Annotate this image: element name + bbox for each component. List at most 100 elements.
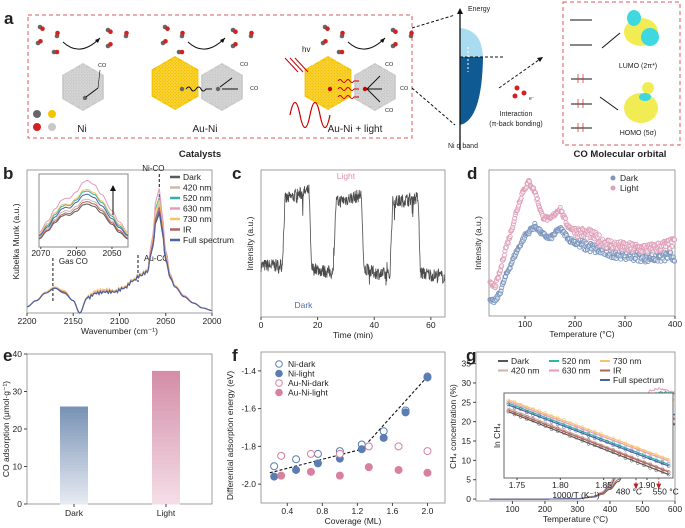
atom-dot [384, 74, 388, 78]
atom-dot [315, 99, 319, 103]
oxygen-atom [249, 30, 254, 36]
atom-dot [162, 76, 166, 80]
dband-label: Ni d band [448, 143, 478, 150]
arrhenius-point [660, 457, 665, 462]
atom-dot [92, 80, 96, 84]
y-tick-label: 30 [13, 387, 23, 397]
bar-dark [60, 442, 88, 446]
atom-dot [79, 80, 83, 84]
atom-dot [79, 77, 83, 81]
bar-light [152, 410, 180, 416]
atom-dot [334, 92, 338, 96]
atom-dot [172, 64, 176, 68]
y-axis-label: Intensity (a.u.) [245, 216, 255, 270]
atom-dot [231, 74, 235, 78]
atom-dot [231, 90, 235, 94]
bar-dark [60, 491, 88, 495]
arrhenius-point [537, 409, 541, 413]
atom-dot [315, 70, 319, 74]
atom-dot [188, 73, 192, 77]
y-axis-label: Kubelka Munk (a.u.) [11, 203, 21, 279]
atom-dot [387, 96, 391, 100]
atom-dot [328, 96, 332, 100]
atom-dot [202, 87, 206, 91]
arrhenius-point [666, 458, 671, 462]
atom-dot [165, 70, 169, 74]
trend-line [269, 376, 428, 474]
atom-dot [309, 67, 313, 71]
atom-dot [191, 76, 195, 80]
data-point-ni-light [292, 465, 301, 474]
inset-x-tick-label: 2070 [31, 248, 50, 258]
atom-dot [218, 74, 222, 78]
atom-dot [375, 90, 379, 94]
atom-dot [337, 64, 341, 68]
arrhenius-point [549, 420, 554, 424]
panel-label-b: b [3, 164, 13, 183]
atom-dot [202, 93, 206, 97]
atom-dot [175, 64, 179, 68]
atom-dot [212, 90, 216, 94]
arrhenius-point [518, 413, 523, 417]
x-tick-label: 20 [313, 320, 323, 330]
atom-dot [331, 80, 335, 84]
atom-dot [83, 103, 87, 107]
data-point-ni-dark [292, 455, 301, 464]
atom-dot [86, 87, 90, 91]
atom-dot [156, 73, 160, 77]
atom-dot [194, 80, 198, 84]
atom-dot [99, 77, 103, 81]
atom-dot [70, 74, 74, 78]
legend-label: IR [613, 366, 622, 376]
atom-dot [334, 64, 338, 68]
atom-dot [355, 93, 359, 97]
atom-dot [321, 83, 325, 87]
atom-dot [309, 80, 313, 84]
x-tick-label: 200 [538, 504, 552, 514]
bar-dark [60, 406, 88, 411]
inset-x-tick-label: 1.75 [509, 480, 526, 490]
arrhenius-point [592, 436, 597, 440]
light-ray-icon [294, 57, 309, 73]
atom-dot [375, 77, 379, 81]
atom-dot [312, 64, 316, 68]
atom-dot [375, 103, 379, 107]
atom-dot [315, 89, 319, 93]
atom-dot [359, 83, 363, 87]
atom-dot [178, 83, 182, 87]
homo-lobe-yellow [642, 82, 654, 94]
atom-dot [378, 90, 382, 94]
atom-dot [83, 74, 87, 78]
atom-dot [387, 74, 391, 78]
nanoparticle-hexagon [151, 56, 199, 110]
atom-dot [331, 64, 335, 68]
spectrum-line-full-spectrum [26, 210, 213, 314]
arrhenius-point [531, 417, 535, 421]
light-ray-icon [289, 57, 304, 73]
atom-dot [168, 92, 172, 96]
atom-dot [362, 99, 366, 103]
atom-dot [344, 96, 348, 100]
data-point-au-ni-dark [306, 449, 315, 458]
oxygen-atom [233, 42, 238, 47]
atom-dot [175, 80, 179, 84]
y-axis-label: CO adsorption (μmol·g⁻¹) [1, 381, 11, 477]
atom-dot [344, 83, 348, 87]
inset-x-tick-label: 1.90 [639, 480, 656, 490]
bar-light [152, 401, 180, 407]
x-tick-label: 300 [570, 504, 584, 514]
arrhenius-point [636, 445, 640, 450]
x-tick-label: 2000 [203, 316, 222, 326]
arrhenius-point [562, 417, 566, 422]
au-site [327, 86, 333, 92]
legend-label: Dark [183, 172, 202, 182]
x-tick-label: 100 [518, 319, 532, 329]
atom-dot [225, 74, 229, 78]
x-tick-label: 400 [668, 319, 682, 329]
atom-dot [212, 77, 216, 81]
y-tick-label: 15 [462, 436, 472, 446]
atom-dot [228, 74, 232, 78]
atom-dot [321, 96, 325, 100]
data-point-light [672, 237, 678, 243]
atom-dot [215, 103, 219, 107]
